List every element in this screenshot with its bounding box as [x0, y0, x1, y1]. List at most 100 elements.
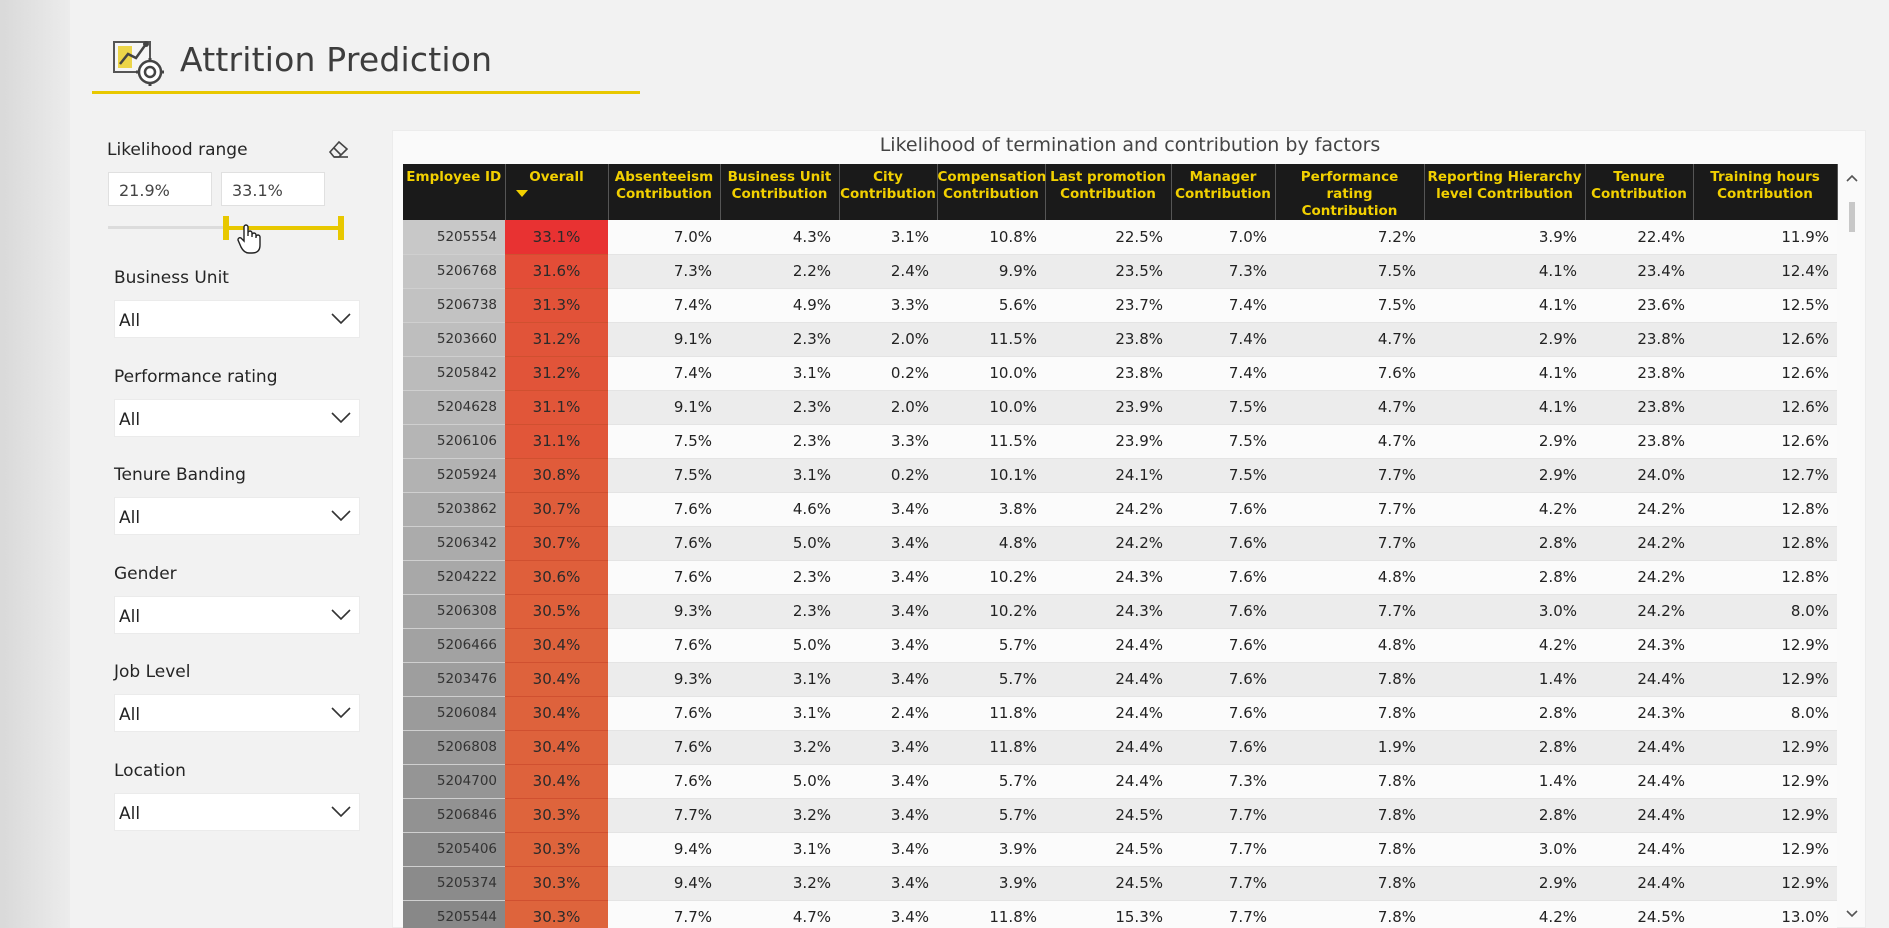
contribution-cell: 3.4%	[839, 866, 937, 901]
likelihood-min-input[interactable]: 21.9%	[108, 172, 212, 206]
table-row[interactable]: 5205374 30.3% 9.4% 3.2% 3.4% 3.9% 24.5% 7.7% 7.8…	[403, 866, 1837, 901]
contribution-cell: 7.8%	[1275, 696, 1424, 731]
contribution-cell: 5.6%	[937, 288, 1045, 323]
contribution-cell: 10.1%	[937, 458, 1045, 493]
column-header-compensation-contribution[interactable]: Compensation Contribution	[937, 164, 1047, 220]
table-title: Likelihood of termination and contributi…	[879, 134, 1381, 156]
overall-likelihood-cell: 30.7%	[505, 492, 608, 527]
analytics-gear-icon	[113, 41, 164, 86]
gender-dropdown[interactable]: All	[114, 596, 360, 634]
table-row[interactable]: 5205554 33.1% 7.0% 4.3% 3.1% 10.8% 22.5% 7.0% 7.…	[403, 220, 1837, 255]
column-header-employee-id[interactable]: Employee ID	[403, 164, 506, 220]
table-row[interactable]: 5205924 30.8% 7.5% 3.1% 0.2% 10.1% 24.1% 7.5% 7.…	[403, 458, 1837, 493]
table-row[interactable]: 5205842 31.2% 7.4% 3.1% 0.2% 10.0% 23.8% 7.4% 7.…	[403, 356, 1837, 391]
table-row[interactable]: 5206106 31.1% 7.5% 2.3% 3.3% 11.5% 23.9% 7.5% 4.…	[403, 424, 1837, 459]
contribution-cell: 10.0%	[937, 356, 1045, 391]
scroll-up-icon[interactable]	[1846, 174, 1858, 182]
business-unit-dropdown[interactable]: All	[114, 300, 360, 338]
contribution-cell: 23.8%	[1585, 390, 1693, 425]
attrition-table-visual: Likelihood of termination and contributi…	[392, 130, 1866, 928]
contribution-cell: 24.4%	[1585, 866, 1693, 901]
table-row[interactable]: 5203862 30.7% 7.6% 4.6% 3.4% 3.8% 24.2% 7.6% 7.7…	[403, 492, 1837, 527]
table-row[interactable]: 5204628 31.1% 9.1% 2.3% 2.0% 10.0% 23.9% 7.5% 4.…	[403, 390, 1837, 425]
contribution-cell: 3.4%	[839, 662, 937, 697]
contribution-cell: 7.4%	[608, 356, 720, 391]
contribution-cell: 2.9%	[1424, 866, 1585, 901]
table-row[interactable]: 5206738 31.3% 7.4% 4.9% 3.3% 5.6% 23.7% 7.4% 7.5…	[403, 288, 1837, 323]
scroll-down-icon[interactable]	[1846, 910, 1858, 918]
contribution-cell: 12.6%	[1693, 356, 1837, 391]
contribution-cell: 3.3%	[839, 288, 937, 323]
contribution-cell: 7.6%	[608, 628, 720, 663]
contribution-cell: 24.4%	[1045, 730, 1171, 765]
column-header-manager-contribution[interactable]: Manager Contribution	[1171, 164, 1276, 220]
contribution-cell: 24.1%	[1045, 458, 1171, 493]
contribution-cell: 24.5%	[1045, 866, 1171, 901]
column-header-absenteeism-contribution[interactable]: Absenteeism Contribution	[608, 164, 721, 220]
column-header-business-unit-contribution[interactable]: Business Unit Contribution	[720, 164, 840, 220]
likelihood-slider-handle-low[interactable]	[223, 216, 229, 240]
table-row[interactable]: 5205544 30.3% 7.7% 4.7% 3.4% 11.8% 15.3% 7.7% 7.…	[403, 900, 1837, 928]
column-header-overall[interactable]: Overall	[505, 164, 609, 220]
contribution-cell: 2.2%	[720, 254, 839, 289]
contribution-cell: 7.6%	[608, 560, 720, 595]
scroll-thumb[interactable]	[1849, 202, 1855, 232]
table-row[interactable]: 5206466 30.4% 7.6% 5.0% 3.4% 5.7% 24.4% 7.6% 4.8…	[403, 628, 1837, 663]
slicer-label: Performance rating	[114, 367, 278, 387]
column-header-training-hours-contribution[interactable]: Training hours Contribution	[1693, 164, 1838, 220]
table-scrollbar[interactable]	[1843, 164, 1861, 924]
sort-descending-icon[interactable]	[515, 190, 528, 197]
contribution-cell: 4.2%	[1424, 900, 1585, 928]
performance-rating-dropdown[interactable]: All	[114, 399, 360, 437]
contribution-cell: 4.6%	[720, 492, 839, 527]
overall-likelihood-cell: 31.2%	[505, 322, 608, 357]
table-row[interactable]: 5206308 30.5% 9.3% 2.3% 3.4% 10.2% 24.3% 7.6% 7.…	[403, 594, 1837, 629]
table-row[interactable]: 5206342 30.7% 7.6% 5.0% 3.4% 4.8% 24.2% 7.6% 7.7…	[403, 526, 1837, 561]
employee-id-cell: 5204628	[403, 390, 505, 425]
table-row[interactable]: 5203660 31.2% 9.1% 2.3% 2.0% 11.5% 23.8% 7.4% 4.…	[403, 322, 1837, 357]
slicer-location: Location All	[114, 761, 360, 831]
contribution-cell: 3.1%	[720, 662, 839, 697]
contribution-cell: 12.5%	[1693, 288, 1837, 323]
column-header-city-contribution[interactable]: City Contribution	[839, 164, 938, 220]
table-row[interactable]: 5206084 30.4% 7.6% 3.1% 2.4% 11.8% 24.4% 7.6% 7.…	[403, 696, 1837, 731]
contribution-cell: 7.6%	[608, 696, 720, 731]
contribution-cell: 11.5%	[937, 322, 1045, 357]
slicer-job-level: Job Level All	[114, 662, 360, 732]
column-header-text: Contribution	[1060, 186, 1156, 202]
table-row[interactable]: 5204700 30.4% 7.6% 5.0% 3.4% 5.7% 24.4% 7.3% 7.8…	[403, 764, 1837, 799]
overall-likelihood-cell: 30.3%	[505, 832, 608, 867]
likelihood-slider-handle-high[interactable]	[338, 216, 344, 240]
contribution-cell: 24.5%	[1045, 832, 1171, 867]
table-row[interactable]: 5205406 30.3% 9.4% 3.1% 3.4% 3.9% 24.5% 7.7% 7.8…	[403, 832, 1837, 867]
table-row[interactable]: 5204222 30.6% 7.6% 2.3% 3.4% 10.2% 24.3% 7.6% 4.…	[403, 560, 1837, 595]
contribution-cell: 23.7%	[1045, 288, 1171, 323]
likelihood-range-label: Likelihood range	[107, 140, 248, 160]
contribution-cell: 10.2%	[937, 560, 1045, 595]
employee-id-cell: 5206308	[403, 594, 505, 629]
slicer-business-unit: Business Unit All	[114, 268, 360, 338]
contribution-cell: 24.4%	[1045, 764, 1171, 799]
table-row[interactable]: 5206768 31.6% 7.3% 2.2% 2.4% 9.9% 23.5% 7.3% 7.5…	[403, 254, 1837, 289]
contribution-cell: 4.1%	[1424, 356, 1585, 391]
contribution-cell: 7.7%	[1171, 900, 1275, 928]
table-row[interactable]: 5206846 30.3% 7.7% 3.2% 3.4% 5.7% 24.5% 7.7% 7.8…	[403, 798, 1837, 833]
column-header-performance-rating-contribution[interactable]: Performance rating Contribution	[1275, 164, 1425, 220]
contribution-cell: 2.8%	[1424, 526, 1585, 561]
tenure-banding-dropdown[interactable]: All	[114, 497, 360, 535]
column-header-reporting-hierarchy-level-contribution[interactable]: Reporting Hierarchy level Contribution	[1424, 164, 1586, 220]
column-header-text: Compensation	[937, 169, 1047, 185]
contribution-cell: 7.7%	[1275, 594, 1424, 629]
eraser-icon[interactable]	[326, 138, 350, 160]
column-header-tenure-contribution[interactable]: Tenure Contribution	[1585, 164, 1694, 220]
table-row[interactable]: 5203476 30.4% 9.3% 3.1% 3.4% 5.7% 24.4% 7.6% 7.8…	[403, 662, 1837, 697]
contribution-cell: 7.4%	[1171, 288, 1275, 323]
job-level-dropdown[interactable]: All	[114, 694, 360, 732]
likelihood-max-input[interactable]: 33.1%	[221, 172, 325, 206]
employee-id-cell: 5205374	[403, 866, 505, 901]
column-header-text: City	[873, 169, 903, 185]
location-dropdown[interactable]: All	[114, 793, 360, 831]
column-header-last-promotion-contribution[interactable]: Last promotion Contribution	[1045, 164, 1172, 220]
column-header-text: Contribution	[616, 186, 712, 202]
table-row[interactable]: 5206808 30.4% 7.6% 3.2% 3.4% 11.8% 24.4% 7.6% 1.…	[403, 730, 1837, 765]
